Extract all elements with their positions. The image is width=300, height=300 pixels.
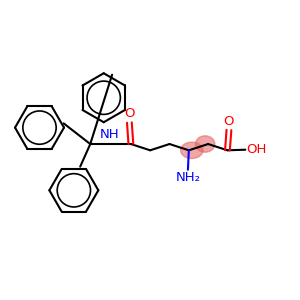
Text: NH₂: NH₂ (176, 171, 200, 184)
Ellipse shape (195, 136, 215, 152)
Text: OH: OH (246, 143, 266, 156)
Text: O: O (224, 115, 234, 128)
Text: NH: NH (100, 128, 120, 141)
Ellipse shape (181, 142, 203, 158)
Text: O: O (124, 107, 135, 120)
